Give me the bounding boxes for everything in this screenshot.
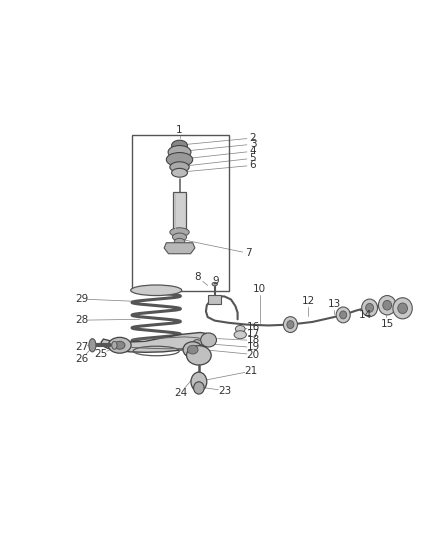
- Text: 13: 13: [328, 299, 341, 309]
- Ellipse shape: [383, 301, 392, 310]
- Ellipse shape: [131, 285, 182, 295]
- Ellipse shape: [172, 168, 187, 177]
- Ellipse shape: [340, 311, 347, 319]
- Text: 16: 16: [246, 322, 260, 332]
- Ellipse shape: [378, 295, 396, 315]
- Ellipse shape: [393, 298, 412, 319]
- Ellipse shape: [234, 331, 246, 338]
- Ellipse shape: [194, 382, 204, 394]
- Text: 28: 28: [75, 315, 88, 325]
- Text: 19: 19: [246, 343, 260, 352]
- Ellipse shape: [170, 162, 189, 172]
- Ellipse shape: [191, 372, 207, 391]
- Bar: [132, 134, 229, 290]
- Ellipse shape: [89, 338, 96, 352]
- Bar: [173, 192, 186, 231]
- Text: 12: 12: [301, 296, 315, 306]
- Ellipse shape: [168, 146, 191, 159]
- Ellipse shape: [287, 321, 294, 328]
- Text: 20: 20: [246, 350, 260, 359]
- Text: 24: 24: [174, 388, 187, 398]
- Ellipse shape: [114, 341, 125, 349]
- Ellipse shape: [187, 346, 211, 365]
- Ellipse shape: [183, 342, 202, 358]
- Ellipse shape: [362, 299, 378, 317]
- Text: 5: 5: [249, 154, 257, 163]
- Ellipse shape: [172, 233, 187, 241]
- Ellipse shape: [187, 345, 198, 354]
- Text: 1: 1: [176, 125, 183, 135]
- Text: 6: 6: [249, 160, 257, 171]
- Text: 25: 25: [95, 349, 108, 359]
- Text: 29: 29: [75, 294, 88, 304]
- Ellipse shape: [212, 282, 217, 286]
- Text: 3: 3: [249, 139, 257, 149]
- Text: 23: 23: [218, 385, 231, 395]
- Text: 14: 14: [359, 310, 372, 320]
- Ellipse shape: [174, 238, 185, 245]
- Text: 15: 15: [381, 319, 394, 329]
- Ellipse shape: [193, 340, 202, 348]
- Polygon shape: [101, 333, 215, 352]
- Ellipse shape: [108, 337, 131, 353]
- Text: 27: 27: [75, 342, 88, 352]
- Ellipse shape: [336, 307, 350, 323]
- Ellipse shape: [235, 326, 245, 333]
- Text: 9: 9: [212, 276, 219, 286]
- Ellipse shape: [283, 317, 297, 333]
- Text: 7: 7: [245, 248, 252, 259]
- Text: 8: 8: [194, 272, 202, 282]
- Text: 18: 18: [246, 335, 260, 345]
- Text: 17: 17: [246, 329, 260, 339]
- Ellipse shape: [166, 152, 193, 167]
- Text: 4: 4: [249, 146, 257, 156]
- Ellipse shape: [201, 333, 216, 347]
- Polygon shape: [164, 243, 195, 254]
- Text: 2: 2: [249, 133, 257, 143]
- Ellipse shape: [366, 303, 374, 312]
- Text: 21: 21: [244, 366, 257, 376]
- Text: 10: 10: [253, 284, 266, 294]
- Text: 26: 26: [75, 354, 88, 364]
- Bar: [208, 295, 221, 304]
- Ellipse shape: [170, 228, 189, 237]
- Ellipse shape: [172, 140, 187, 151]
- Ellipse shape: [398, 303, 407, 313]
- Ellipse shape: [112, 341, 117, 349]
